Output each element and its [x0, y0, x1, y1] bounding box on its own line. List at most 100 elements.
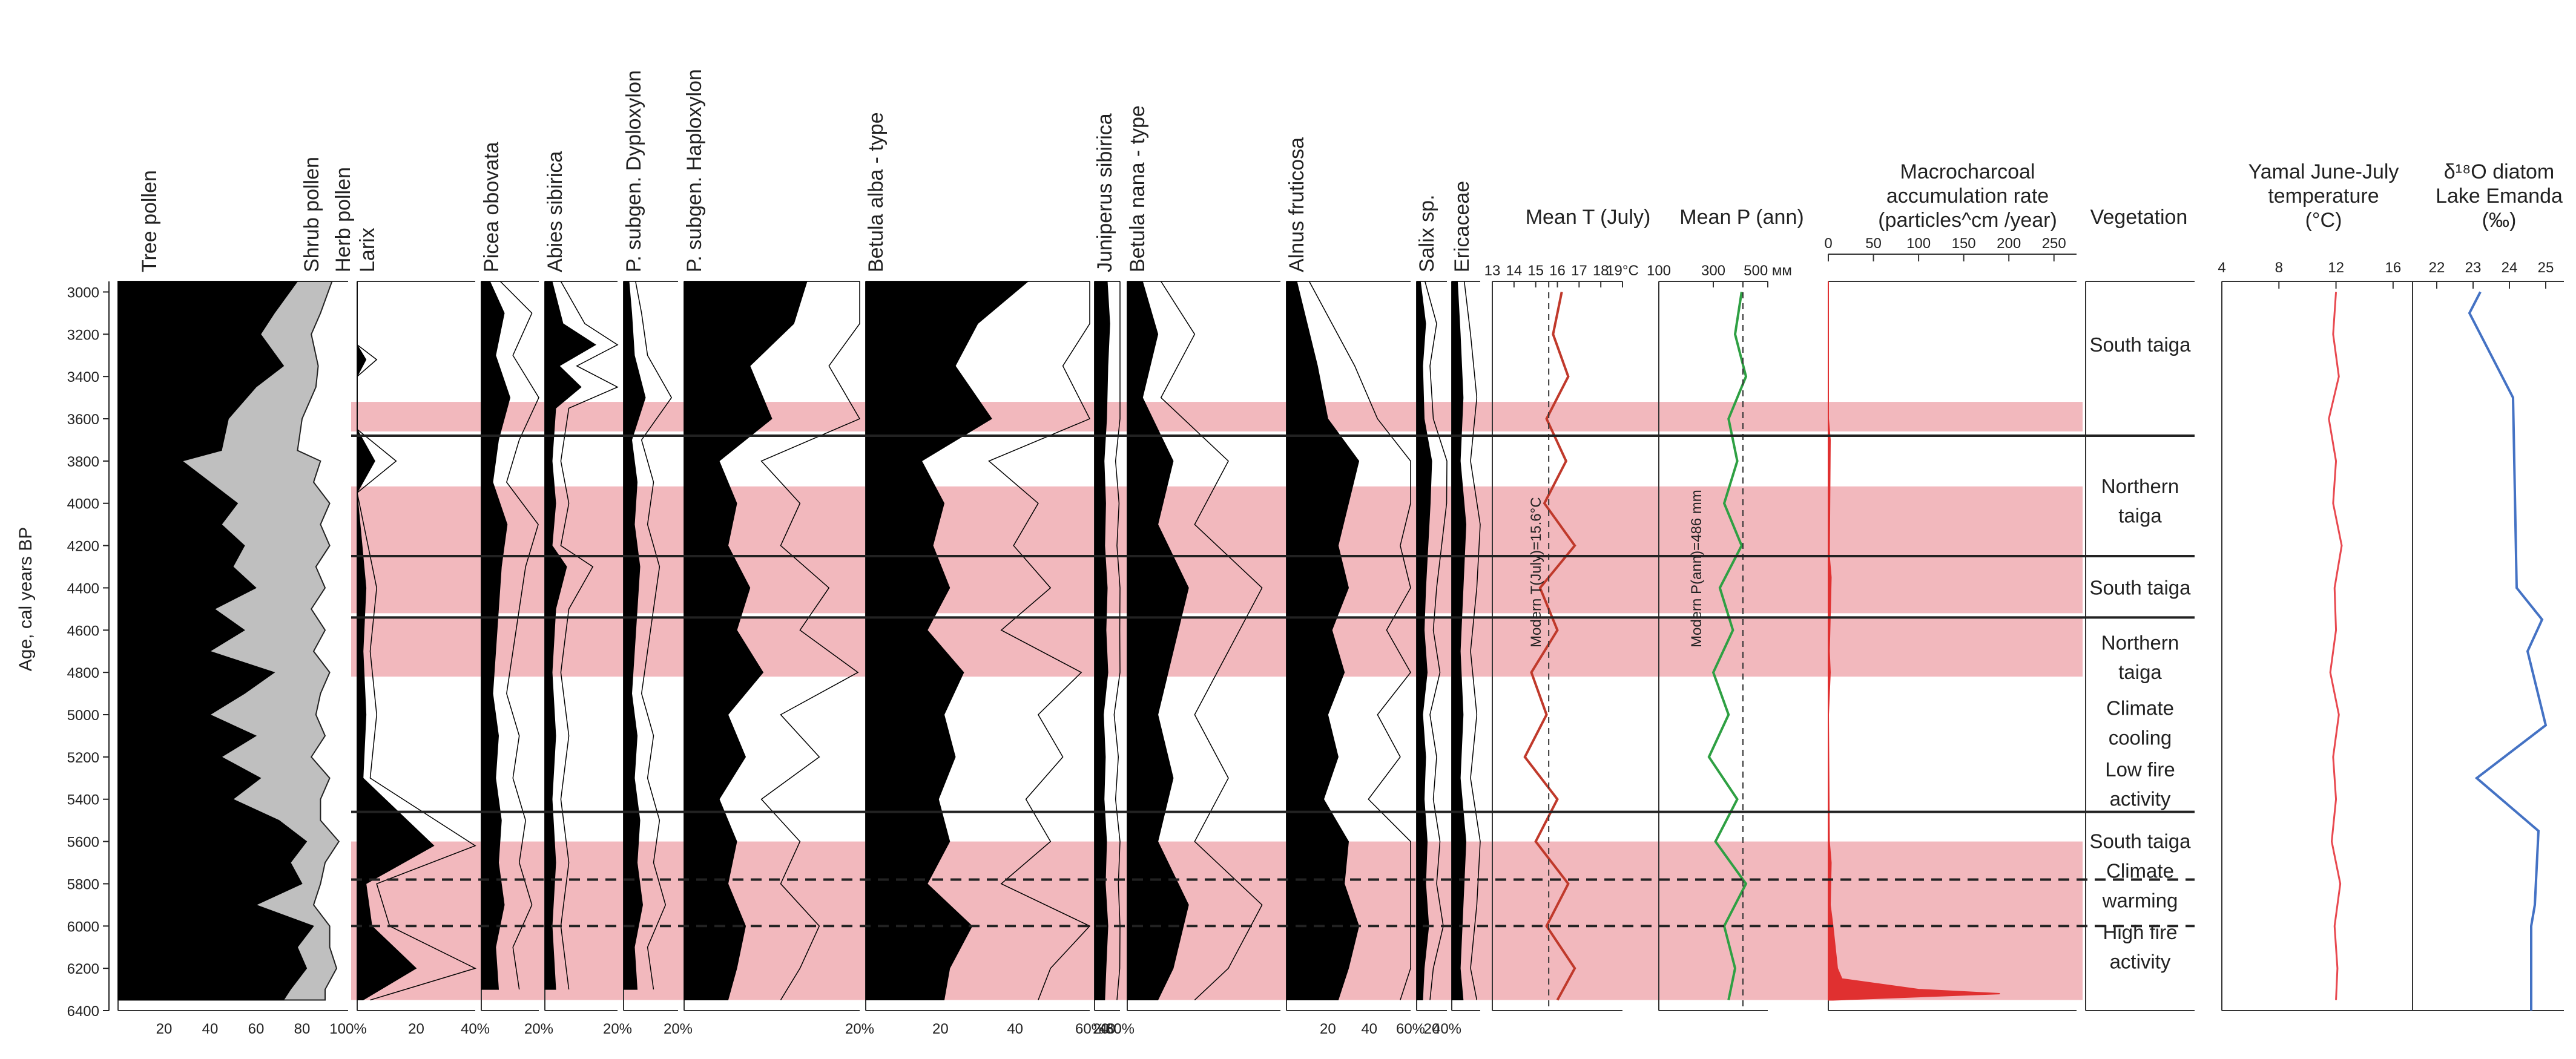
vegetation-label: taiga	[2118, 661, 2162, 683]
taxon-alnus-fruticosa-outline	[1308, 281, 1411, 1000]
taxon-abies-sibirica-tick-label: 20%	[603, 1021, 632, 1037]
taxon-betula-nana-type-area	[1127, 281, 1189, 1001]
vegetation-label: Northern	[2101, 475, 2179, 497]
age-tick-label: 6400	[67, 1003, 99, 1020]
taxon-juniperus-sibirica-area	[1094, 281, 1110, 1001]
age-tick-label: 5400	[67, 792, 99, 808]
summary-tick-label: 80	[294, 1021, 311, 1037]
age-tick-label: 6200	[67, 961, 99, 977]
d18o-tick-label: 23	[2465, 260, 2482, 276]
charcoal-tick-label: 50	[1865, 235, 1882, 252]
age-tick-label: 5200	[67, 750, 99, 766]
taxon-betula-alba-type-outline	[988, 281, 1091, 1000]
mean-p-tick-label: 300	[1701, 263, 1725, 279]
taxon-alnus-fruticosa-label: Alnus fruticosa	[1285, 137, 1308, 272]
yamal-tick-label: 8	[2275, 260, 2283, 276]
modern-t-label: Modern T(July)=15.6°C	[1528, 497, 1544, 648]
age-tick-label: 4000	[67, 496, 99, 513]
age-tick-label: 5800	[67, 876, 99, 893]
taxon-juniperus-sibirica-label: Juniperus sibirica	[1093, 113, 1116, 272]
age-axis: Age, cal years BP 3000 3200 3400 3600 3800 40…	[16, 281, 110, 1020]
mean-t-tick-label: 19°C	[1606, 263, 1639, 279]
column-headers: Tree pollen Shrub pollen Herb pollen Mea…	[138, 157, 2563, 272]
vegetation-label: Climate	[2106, 859, 2174, 882]
vegetation-label: activity	[2110, 951, 2171, 973]
mean-t-tick-label: 15	[1527, 263, 1544, 279]
taxon-betula-alba-type-tick-label: 20	[932, 1021, 949, 1037]
taxon-betula-nana-type-outline	[1160, 281, 1263, 1001]
age-tick-label: 5600	[67, 834, 99, 851]
taxon-alnus-fruticosa-tick-label: 60%	[1396, 1021, 1425, 1037]
highlight-zone	[351, 556, 2083, 614]
vegetation-label: Climate	[2106, 697, 2174, 720]
charcoal-tick-label: 0	[1824, 235, 1832, 252]
highlight-zones	[351, 402, 2083, 1000]
taxon-betula-nana-type-label: Betula nana - type	[1126, 105, 1149, 272]
charcoal-tick-label: 200	[1997, 235, 2021, 252]
taxon-larix-tick-label: 20	[408, 1021, 424, 1037]
tree-pollen-area	[117, 281, 314, 1001]
age-tick-label: 5000	[67, 707, 99, 724]
d18o-tick-label: 25	[2538, 260, 2554, 276]
age-tick-label: 4200	[67, 539, 99, 555]
mean-t-tick-label: 14	[1506, 263, 1522, 279]
mean-t-curve	[1523, 292, 1576, 1001]
taxon-juniperus-sibirica-outline	[1113, 281, 1121, 1000]
header-yamal-3: (°C)	[2305, 209, 2342, 232]
d18o-tick-label: 24	[2502, 260, 2518, 276]
mean-t-tick-label: 18	[1593, 263, 1609, 279]
taxon-larix-area	[357, 281, 435, 1001]
taxon-p-subgen-haploxylon-outline	[760, 281, 861, 1000]
taxon-alnus-fruticosa-tick-label: 20	[1320, 1021, 1336, 1037]
vegetation-label: warming	[2102, 889, 2178, 911]
d18o-curve	[2468, 291, 2548, 1011]
taxon-larix-outline	[357, 281, 477, 1001]
age-tick-label: 3800	[67, 454, 99, 470]
modern-p-label: Modern P(ann)=486 mm	[1688, 490, 1705, 648]
taxon-salix-sp--outline	[1425, 281, 1448, 1000]
header-d18o-2: Lake Emanda	[2436, 185, 2563, 208]
mean-p-tick-label: 100	[1647, 263, 1671, 279]
taxon-salix-sp--label: Salix sp.	[1415, 195, 1438, 273]
age-tick-label: 4800	[67, 665, 99, 681]
taxon-ericaceae-outline	[1463, 281, 1481, 1000]
highlight-zone	[351, 841, 2083, 1000]
d18o-tick-label: 22	[2429, 260, 2445, 276]
taxon-betula-alba-type-tick-label: 60%	[1075, 1021, 1104, 1037]
yamal-tick-label: 12	[2328, 260, 2344, 276]
vegetation-label: Low fire	[2105, 758, 2175, 781]
taxon-alnus-fruticosa-area	[1286, 281, 1360, 1001]
charcoal-tick-label: 250	[2042, 235, 2066, 252]
age-tick-label: 3000	[67, 284, 99, 301]
taxon-alnus-fruticosa-tick-label: 40	[1361, 1021, 1377, 1037]
mean-t-tick-label: 17	[1571, 263, 1587, 279]
vegetation-label: taiga	[2118, 505, 2162, 527]
yamal-curve	[2328, 292, 2343, 1000]
taxon-picea-obovata-label: Picea obovata	[480, 142, 503, 272]
vegetation-label: South taiga	[2090, 333, 2192, 356]
summary-tick-label: 40	[202, 1021, 219, 1037]
mean-p-tick-label: 500 мм	[1744, 263, 1792, 279]
age-tick-label: 6000	[67, 919, 99, 935]
vegetation-label: cooling	[2109, 726, 2172, 749]
mean-t-tick-label: 13	[1484, 263, 1501, 279]
taxon-betula-alba-type-area	[865, 281, 1029, 1001]
highlight-zone	[351, 402, 2083, 431]
charcoal-tick-label: 150	[1952, 235, 1976, 252]
taxon-betula-alba-type-label: Betula alba - type	[865, 112, 888, 272]
taxon-juniperus-sibirica-tick-label: 20	[1093, 1021, 1109, 1037]
age-tick-label: 3600	[67, 411, 99, 428]
taxon-larix-tick-label: 40%	[461, 1021, 490, 1037]
taxon-p-subgen-haploxylon-label: P. subgen. Haploxylon	[683, 69, 706, 272]
taxon-p-subgen-dyploxylon-tick-label: 20%	[664, 1021, 693, 1037]
taxon-juniperus-sibirica-tick-label: 40	[1099, 1021, 1116, 1037]
taxon-salix-sp--tick-label: 40%	[1432, 1021, 1461, 1037]
taxon-p-subgen-haploxylon-tick-label: 20%	[845, 1021, 874, 1037]
taxon-p-subgen-haploxylon-area	[684, 281, 808, 1001]
taxon-p-subgen-dyploxylon-outline	[635, 281, 673, 990]
mean-t-tick-label: 16	[1549, 263, 1566, 279]
header-yamal-1: Yamal June-July	[2248, 160, 2399, 183]
header-tree-pollen: Tree pollen	[138, 170, 161, 272]
